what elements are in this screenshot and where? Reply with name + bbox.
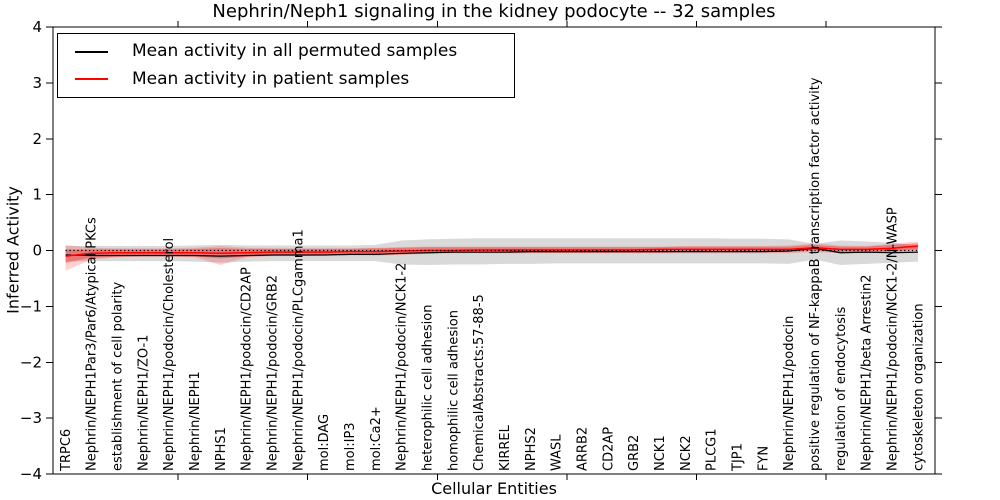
- x-category-label: NCK1: [653, 435, 668, 471]
- x-category-label: CD2AP: [601, 427, 616, 471]
- x-category-label: KIRREL: [498, 424, 513, 471]
- legend-item: Mean activity in all permuted samples: [75, 42, 514, 61]
- legend-item: Mean activity in patient samples: [75, 70, 514, 89]
- legend-line-patient-icon: [75, 78, 108, 81]
- x-category-label: NCK2: [679, 435, 694, 471]
- x-category-label: Nephrin/NEPH1/podocin/Cholesterol: [162, 238, 177, 471]
- x-category-label: PLCG1: [705, 428, 720, 471]
- y-tick-label: −3: [20, 409, 42, 427]
- y-tick-label: 4: [32, 18, 42, 36]
- x-category-label: TJP1: [730, 443, 745, 472]
- x-category-label: WASL: [550, 434, 565, 471]
- patient-band-inner: [65, 243, 919, 263]
- x-axis-label: Cellular Entities: [431, 479, 557, 498]
- legend-line-permuted-icon: [75, 50, 108, 53]
- y-tick-label: −4: [20, 465, 42, 483]
- x-category-label: homophilic cell adhesion: [446, 310, 461, 471]
- legend-label-permuted: Mean activity in all permuted samples: [132, 41, 458, 62]
- legend-label-patient: Mean activity in patient samples: [132, 69, 410, 89]
- x-category-label: mol:IP3: [343, 422, 358, 471]
- y-tick-label: −2: [20, 353, 42, 371]
- x-category-label: Nephrin/NEPH1/podocin/NCK1-2/N-WASP: [885, 207, 900, 471]
- x-category-label: mol:Ca2+: [369, 406, 384, 471]
- x-category-label: positive regulation of NF-kappaB transcr…: [808, 77, 823, 471]
- x-category-label: Nephrin/NEPH1/podocin/PLCgamma1: [291, 229, 306, 471]
- x-category-label: Nephrin/NEPH1: [188, 371, 203, 471]
- x-category-label: Nephrin/NEPH1/podocin: [782, 316, 797, 471]
- x-category-label: Nephrin/NEPH1/podocin/CD2AP: [240, 267, 255, 471]
- y-tick-label: 0: [32, 242, 42, 260]
- x-category-label: Nephrin/NEPH1/ZO-1: [136, 335, 151, 471]
- y-tick-label: 1: [32, 186, 42, 204]
- legend: Mean activity in all permuted samples Me…: [57, 33, 515, 98]
- x-category-label: ChemicalAbstracts:57-88-5: [472, 294, 487, 471]
- y-axis-label: Inferred Activity: [3, 186, 23, 314]
- x-category-label: TRPC6: [59, 429, 74, 472]
- chart-title: Nephrin/Neph1 signaling in the kidney po…: [212, 1, 776, 22]
- x-category-label: Nephrin/NEPH1/podocin/GRB2: [266, 275, 281, 471]
- x-category-label: NPHS1: [214, 427, 229, 471]
- y-tick-label: −1: [20, 297, 42, 315]
- y-tick-label: 3: [32, 74, 42, 92]
- x-category-label: establishment of cell polarity: [111, 282, 126, 471]
- x-category-label: FYN: [756, 446, 771, 471]
- x-category-label: NPHS2: [524, 427, 539, 471]
- x-category-label: mol:DAG: [317, 414, 332, 471]
- x-category-label: heterophilic cell adhesion: [421, 305, 436, 472]
- x-category-label: ARRB2: [575, 427, 590, 471]
- permuted-mean-line: [65, 247, 919, 257]
- x-category-label: Nephrin/NEPH1/podocin/NCK1-2: [395, 263, 410, 471]
- x-category-label: GRB2: [627, 435, 642, 471]
- x-category-label: regulation of endocytosis: [834, 306, 849, 471]
- y-tick-label: 2: [32, 130, 42, 148]
- x-category-label: cytoskeleton organization: [911, 303, 926, 471]
- x-category-label: Nephrin/NEPH1/beta Arrestin2: [860, 275, 875, 472]
- x-category-label: Nephrin/NEPH1Par3/Par6/Atypical PKCs: [85, 217, 100, 471]
